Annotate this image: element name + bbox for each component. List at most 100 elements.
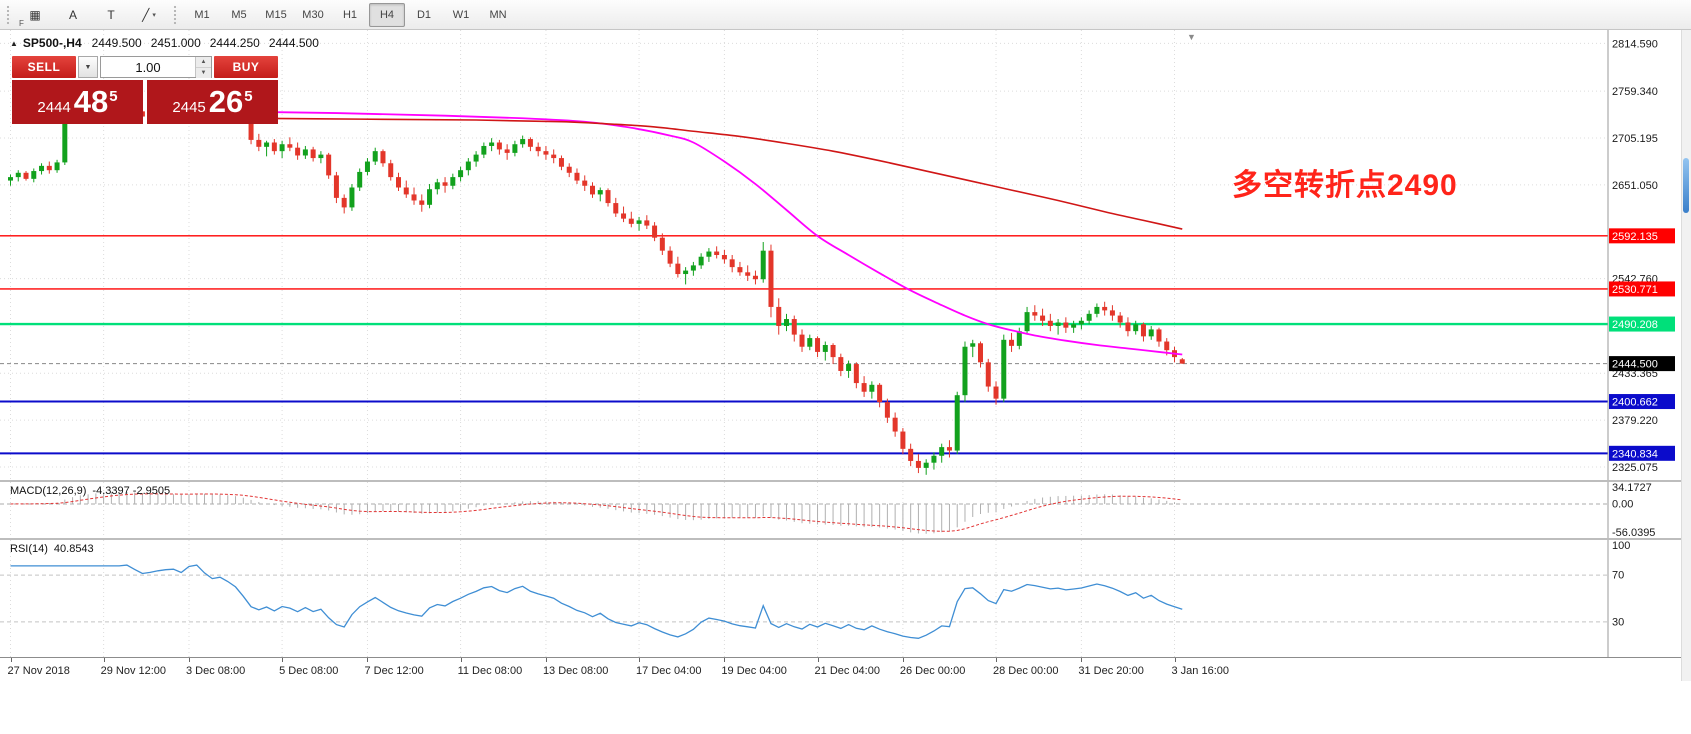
price-level-label [1609, 316, 1675, 332]
buy-price-pipette: 5 [244, 88, 253, 105]
price-chart-canvas[interactable]: 2814.5902759.3402705.1952651.0502542.760… [0, 30, 1691, 480]
time-axis-tick [1081, 658, 1083, 662]
price-level-label-text: 2530.771 [1612, 284, 1658, 296]
chart-title-bar: ▲ SP500-,H4 2449.500 2451.000 2444.250 2… [10, 36, 328, 50]
macd-canvas[interactable]: 34.1727 0.00 -56.0395 [0, 482, 1691, 538]
macd-indicator-label: MACD(12,26,9) -4.3397 -2.9505 [10, 485, 176, 497]
price-level-label [1609, 445, 1675, 461]
volume-decrease-button[interactable]: ▼ [196, 68, 211, 78]
buy-button[interactable]: BUY [214, 56, 278, 78]
low-value: 2444.250 [209, 36, 260, 50]
toolbar-grip[interactable] [6, 4, 11, 25]
time-axis-tick [188, 658, 190, 662]
panel-divider[interactable] [0, 538, 1691, 540]
time-axis-label: 26 Dec 00:00 [899, 665, 966, 677]
rsi-axis-label: 100 [1612, 540, 1630, 552]
time-axis-tick [639, 658, 641, 662]
text-tool-icon[interactable]: T [93, 3, 129, 27]
time-axis-tick [10, 658, 12, 662]
timeframe-button-H1[interactable]: H1 [342, 8, 358, 21]
dropdown-caret-icon: ▾ [152, 11, 156, 19]
sell-price-display[interactable]: 2444 48 5 [12, 80, 143, 124]
price-axis-label: 2705.195 [1612, 133, 1658, 145]
timeframe-button-W1[interactable]: W1 [452, 8, 470, 21]
volume-input[interactable] [101, 57, 195, 77]
rsi-name: RSI(14) [10, 543, 48, 555]
macd-values: -4.3397 -2.9505 [92, 485, 171, 497]
buy-price-display[interactable]: 2445 26 5 [147, 80, 278, 124]
price-level-label-text: 2592.135 [1612, 231, 1658, 243]
time-axis-label: 31 Dec 20:00 [1078, 665, 1144, 677]
price-axis-label: 2433.365 [1612, 368, 1658, 380]
time-axis-label: 28 Dec 00:00 [993, 665, 1059, 677]
collapse-trade-panel-icon[interactable]: ▲ [10, 38, 18, 48]
time-axis-tick [902, 658, 904, 662]
macd-signal-line [10, 493, 1183, 532]
time-axis-label: 3 Dec 08:00 [185, 665, 246, 677]
rsi-line [10, 564, 1183, 639]
main-toolbar: ▦ F A T ╱ ▾ M1 M5 M15 M30 H1 H4 D1 W1 MN [0, 0, 1691, 30]
timeframe-button-M30[interactable]: M30 [302, 8, 324, 21]
rsi-canvas[interactable]: 100 70 30 [0, 540, 1691, 657]
timeframe-button-D1[interactable]: D1 [416, 8, 432, 21]
draw-line-tool-icon[interactable]: ╱ ▾ [131, 3, 167, 27]
toolbar-grip[interactable] [173, 4, 178, 25]
price-level-label-text: 2444.500 [1612, 359, 1658, 371]
price-level-label [1609, 281, 1675, 297]
panel-divider[interactable] [0, 480, 1691, 482]
sell-button[interactable]: SELL [12, 56, 76, 78]
rsi-indicator-label: RSI(14) 40.8543 [10, 543, 100, 555]
rsi-value: 40.8543 [53, 543, 94, 555]
timeframes-group: M1 M5 M15 M30 H1 H4 D1 W1 MN [184, 2, 516, 27]
price-axis-label: 2814.590 [1612, 38, 1658, 50]
timeframe-button-M5[interactable]: M5 [231, 8, 247, 21]
timeframe-button-H4[interactable]: H4 [369, 2, 405, 27]
macd-axis-label: -56.0395 [1612, 527, 1655, 538]
time-axis-tick [996, 658, 998, 662]
time-axis-label: 11 Dec 08:00 [457, 665, 523, 677]
price-level-label [1609, 356, 1675, 372]
time-axis-label: 5 Dec 08:00 [279, 665, 339, 677]
arrow-label-tool-icon[interactable]: A [55, 3, 91, 27]
tool-badge: F [19, 18, 24, 28]
volume-field: ▲ ▼ [100, 56, 212, 78]
timeframe-button-M15[interactable]: M15 [265, 8, 287, 21]
time-axis-tick [103, 658, 105, 662]
sell-price-big: 48 [73, 84, 109, 119]
volume-increase-button[interactable]: ▲ [196, 57, 211, 68]
indicators-tool-icon-glyph: ▦ [29, 7, 41, 22]
scrollbar-thumb[interactable] [1683, 158, 1689, 213]
macd-histogram [17, 492, 1183, 534]
time-axis-label: 7 Dec 12:00 [364, 665, 424, 677]
time-axis-label: 13 Dec 08:00 [542, 665, 609, 677]
indicators-tool-icon[interactable]: ▦ F [17, 3, 53, 28]
price-level-label [1609, 228, 1675, 244]
drawing-tools-group: ▦ F A T ╱ ▾ [17, 3, 167, 28]
timeframe-button-MN[interactable]: MN [489, 8, 507, 21]
time-axis-label: 21 Dec 04:00 [814, 665, 880, 677]
price-level-label [1609, 394, 1675, 410]
chart-annotation-text: 多空转折点2490 [1232, 169, 1458, 202]
high-value: 2451.000 [150, 36, 201, 50]
price-level-label-text: 2490.208 [1612, 319, 1658, 331]
time-axis-tick [817, 658, 819, 662]
sell-price-prefix: 2444 [37, 99, 71, 116]
arrow-label-tool-icon-glyph: A [68, 7, 77, 22]
volume-dropdown-button[interactable]: ▼ [78, 56, 98, 78]
time-axis-label: 27 Nov 2018 [7, 665, 70, 677]
time-axis-label: 29 Nov 12:00 [100, 665, 167, 677]
buy-price-prefix: 2445 [172, 99, 206, 116]
rsi-axis-label: 70 [1612, 570, 1624, 582]
candles-layer [8, 80, 1185, 475]
text-tool-icon-glyph: T [107, 7, 115, 22]
price-axis-label: 2325.075 [1612, 462, 1658, 474]
price-axis-label: 2379.220 [1612, 415, 1658, 427]
macd-axis-label: 0.00 [1612, 498, 1633, 510]
time-axis-tick [1174, 658, 1176, 662]
chart-shift-marker-icon[interactable]: ▼ [1187, 32, 1196, 42]
time-axis-label: 17 Dec 04:00 [636, 665, 702, 677]
macd-axis-label: 34.1727 [1612, 482, 1652, 494]
timeframe-button-M1[interactable]: M1 [194, 8, 210, 21]
